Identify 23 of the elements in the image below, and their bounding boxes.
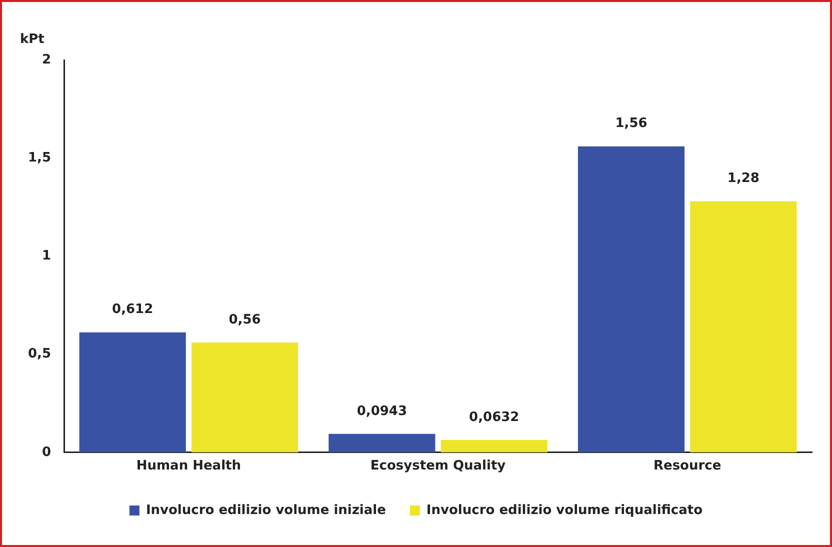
data-label: 0,0943 <box>356 404 408 419</box>
legend-label: Involucro edilizio volume iniziale <box>146 502 386 518</box>
y-tick-label: 2 <box>42 52 52 68</box>
y-tick-label: 1,5 <box>28 150 52 166</box>
data-label: 0,56 <box>228 312 261 328</box>
x-tick-label: Ecosystem Quality <box>370 458 506 474</box>
bar <box>578 146 685 452</box>
data-label: 0,612 <box>112 302 154 318</box>
bar <box>440 440 548 452</box>
y-tick-label: 0,5 <box>28 346 52 362</box>
data-label: 0,0632 <box>469 410 520 425</box>
y-tick-label: 0 <box>42 444 52 460</box>
x-tick-label: Human Health <box>136 458 242 474</box>
data-label: 1,56 <box>615 116 648 132</box>
y-tick-label: 1 <box>42 248 52 264</box>
y-axis-title: kPt <box>20 32 44 47</box>
x-tick-label: Resource <box>653 458 722 474</box>
bar <box>191 342 298 452</box>
bar <box>328 434 436 452</box>
legend-label: Involucro edilizio volume riqualificato <box>426 502 703 518</box>
bar <box>79 332 186 452</box>
bar <box>690 201 797 452</box>
data-label: 1,28 <box>727 171 760 186</box>
